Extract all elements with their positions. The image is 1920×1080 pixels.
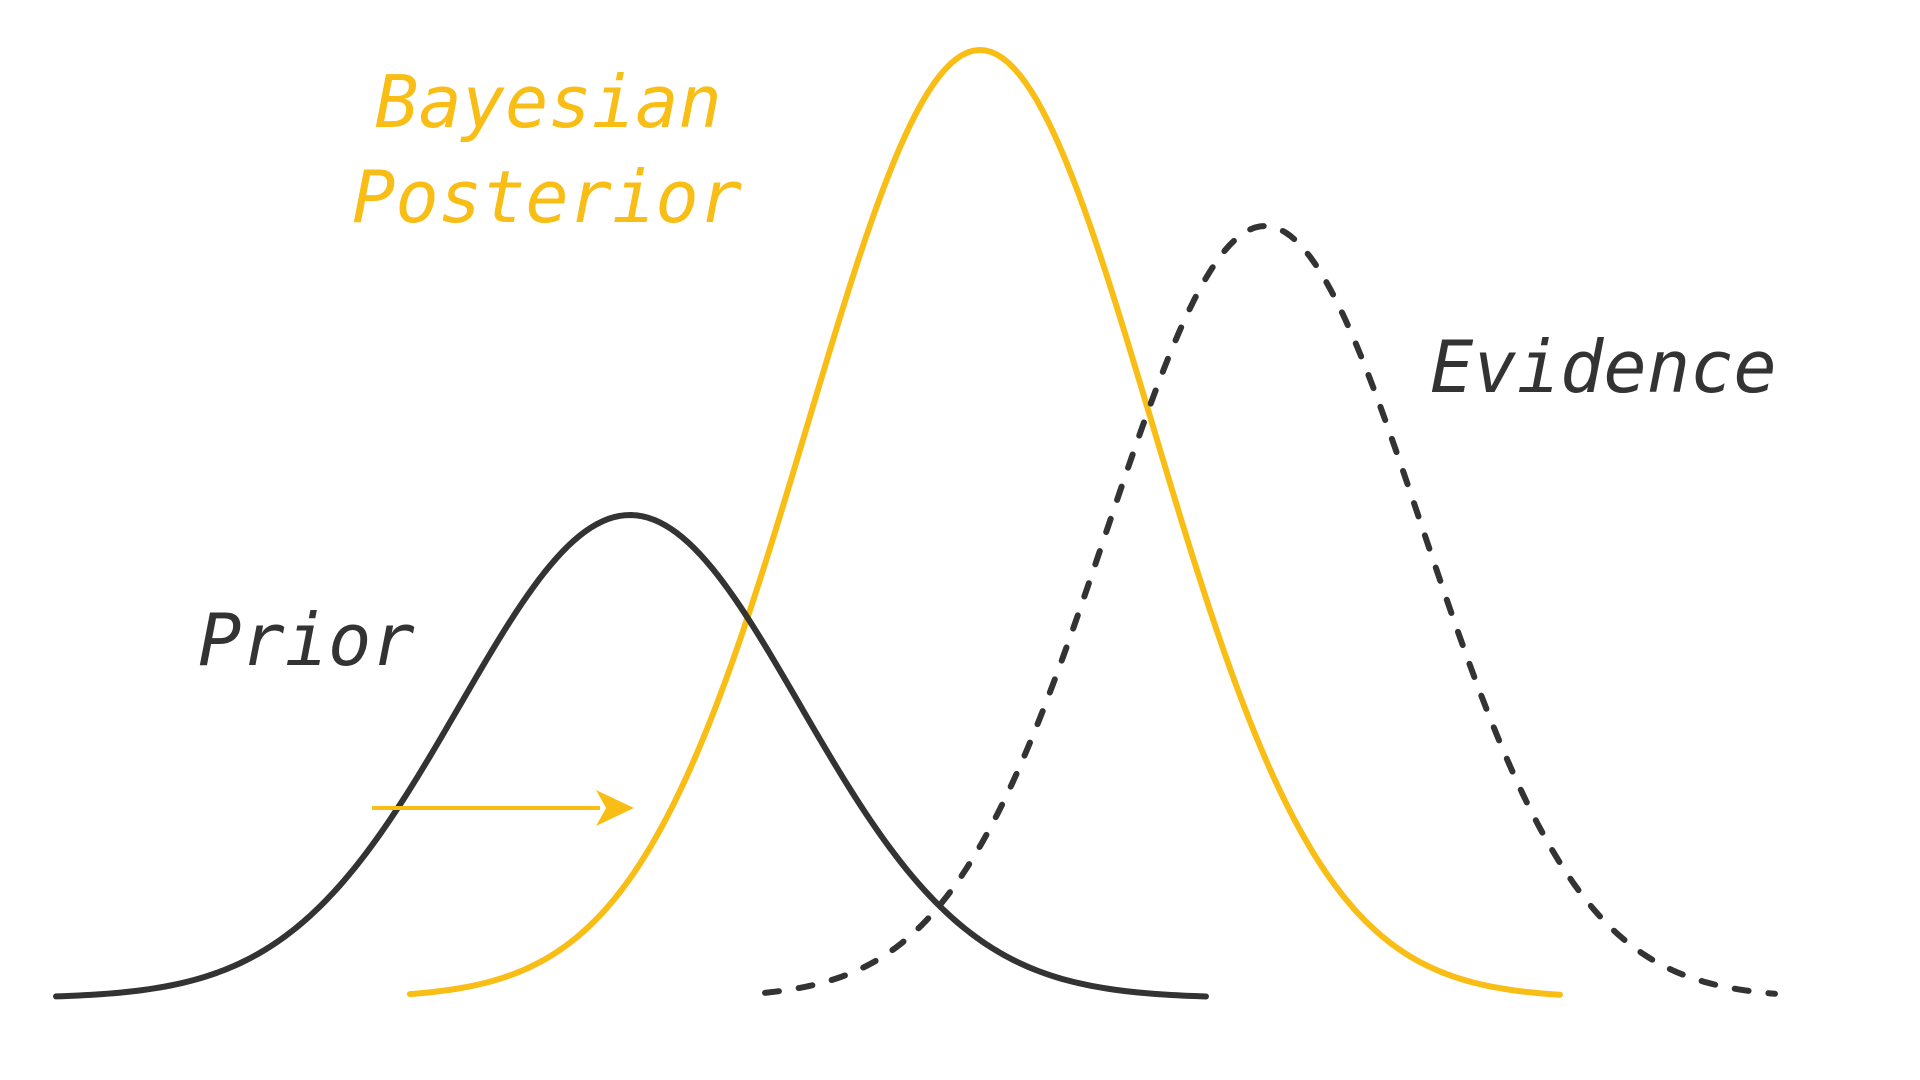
posterior-curve [407, 47, 1563, 998]
posterior-label-line1: Bayesian [375, 60, 722, 144]
prior-curve [53, 512, 1209, 1000]
evidence-label: Evidence [1430, 325, 1777, 409]
prior-label: Prior [198, 598, 415, 682]
arrowhead-icon [596, 790, 634, 826]
posterior-label-line2: Posterior [352, 155, 742, 239]
